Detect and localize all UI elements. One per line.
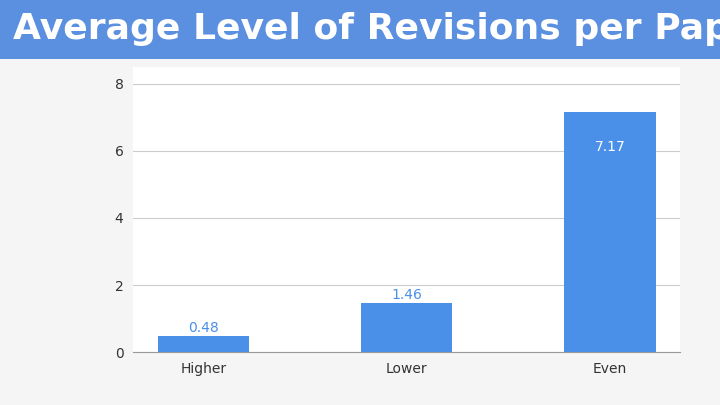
Text: 1.46: 1.46: [392, 288, 422, 302]
Text: Average Level of Revisions per Paper: Average Level of Revisions per Paper: [13, 13, 720, 46]
Text: 0.48: 0.48: [189, 320, 219, 335]
Bar: [158, 336, 249, 352]
Text: Average Number of Revisions per Paper: Average Number of Revisions per Paper: [133, 41, 382, 54]
Text: Distribution of Higher, Lower, and Even Revisions Based on
Tutor Comments: Distribution of Higher, Lower, and Even …: [133, 0, 668, 26]
Bar: [361, 303, 452, 352]
Text: 7.17: 7.17: [595, 141, 625, 154]
Bar: [564, 111, 655, 352]
